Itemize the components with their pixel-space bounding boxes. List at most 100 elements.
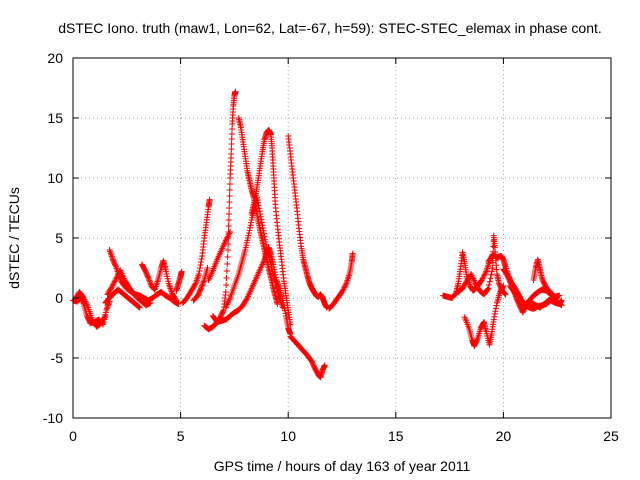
data-point <box>274 301 281 307</box>
data-point <box>226 193 233 199</box>
y-tick-label: 20 <box>47 50 63 66</box>
y-tick-label: 10 <box>47 170 63 186</box>
data-point <box>485 285 492 292</box>
data-point <box>222 237 229 244</box>
data-point <box>488 271 495 278</box>
data-point <box>197 262 204 268</box>
data-point <box>223 268 230 274</box>
data-point <box>199 281 206 288</box>
data-point <box>245 230 252 236</box>
data-point <box>206 196 213 203</box>
data-point <box>147 280 154 287</box>
data-points <box>70 88 565 381</box>
data-point <box>226 211 233 217</box>
data-point <box>135 304 142 310</box>
data-point <box>321 362 328 369</box>
data-point <box>224 261 231 267</box>
data-point <box>173 297 180 304</box>
x-tick-label: 0 <box>69 428 77 444</box>
data-point <box>257 213 264 220</box>
data-point <box>110 281 117 288</box>
data-point <box>256 208 263 215</box>
data-point <box>492 305 499 312</box>
data-point <box>556 292 563 299</box>
data-point <box>136 304 143 311</box>
x-axis-label: GPS time / hours of day 163 of year 2011 <box>214 458 471 474</box>
data-point <box>349 250 356 257</box>
data-point <box>104 304 111 311</box>
data-point <box>487 275 494 282</box>
data-point <box>225 217 232 223</box>
data-point <box>342 282 349 288</box>
data-point <box>557 301 564 308</box>
data-point <box>146 278 153 285</box>
grid-lines <box>73 58 611 418</box>
data-point <box>499 284 506 290</box>
data-point <box>80 294 87 300</box>
data-point <box>220 308 227 315</box>
data-point <box>226 199 233 205</box>
data-point <box>490 243 497 250</box>
data-point <box>279 304 286 311</box>
data-point <box>113 275 120 282</box>
chart-title: dSTEC Iono. truth (maw1, Lon=62, Lat=-67… <box>58 20 602 36</box>
y-tick-label: 0 <box>55 290 63 306</box>
data-point <box>549 291 556 298</box>
data-point <box>486 282 493 288</box>
data-point <box>114 273 121 279</box>
data-point <box>226 205 233 211</box>
data-point <box>557 301 564 307</box>
y-tick-label: -5 <box>51 350 64 366</box>
x-tick-labels: 0 5 10 15 20 25 <box>69 428 619 444</box>
data-point <box>247 224 254 231</box>
data-point <box>502 291 509 298</box>
data-point <box>103 305 110 312</box>
data-point <box>102 313 109 319</box>
data-point <box>195 271 202 277</box>
x-tick-label: 25 <box>603 428 619 444</box>
data-point <box>489 265 496 271</box>
data-point <box>145 276 152 282</box>
data-point <box>196 265 203 271</box>
data-point <box>479 275 486 282</box>
data-point <box>112 277 119 284</box>
y-tick-label: -10 <box>43 410 63 426</box>
data-point <box>259 225 266 231</box>
data-point <box>112 262 119 269</box>
data-point <box>135 303 142 310</box>
data-point <box>258 219 265 226</box>
data-point <box>200 279 207 286</box>
y-axis-label: dSTEC / TECUs <box>6 187 22 289</box>
data-point <box>488 268 495 275</box>
data-point <box>101 314 108 321</box>
y-tick-label: 5 <box>55 230 63 246</box>
data-point <box>492 308 499 315</box>
data-point <box>104 302 111 309</box>
data-point <box>224 247 231 253</box>
data-point <box>191 281 198 288</box>
x-tick-label: 20 <box>496 428 512 444</box>
y-tick-labels: -10 -5 0 5 10 15 20 <box>43 50 63 426</box>
data-point <box>339 287 346 294</box>
data-point <box>246 227 253 234</box>
data-point <box>222 289 229 295</box>
data-point <box>481 272 488 279</box>
data-point <box>339 289 345 295</box>
data-point <box>178 268 185 275</box>
data-point <box>490 316 497 323</box>
data-point <box>224 254 231 260</box>
data-point <box>340 286 347 293</box>
data-point <box>111 278 118 285</box>
data-point <box>548 290 555 297</box>
data-point <box>489 259 496 266</box>
data-point <box>175 301 182 307</box>
data-point <box>281 307 288 314</box>
data-point <box>108 285 115 292</box>
data-point <box>144 273 151 280</box>
data-point <box>247 222 254 229</box>
x-tick-label: 10 <box>280 428 296 444</box>
data-point <box>199 282 206 289</box>
data-point <box>223 282 230 288</box>
x-tick-label: 15 <box>388 428 404 444</box>
